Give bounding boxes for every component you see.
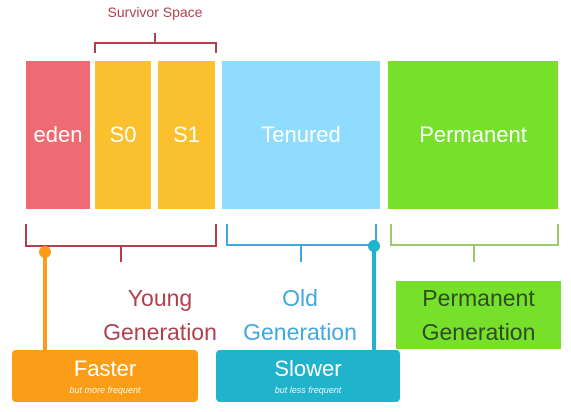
tenured-block: Tenured	[222, 61, 380, 209]
slower-title: Slower	[274, 356, 342, 381]
s1-block: S1	[158, 61, 215, 209]
permanent-line-2: Generation	[421, 319, 536, 345]
permanent-generation-label: Permanent Generation	[396, 281, 561, 349]
old-line-1: Old	[282, 285, 318, 311]
permanent-line-1: Permanent	[422, 285, 535, 311]
old-line-2: Generation	[243, 319, 357, 345]
tenured-label: Tenured	[261, 122, 341, 147]
s1-label: S1	[173, 122, 200, 147]
survivor-space-label: Survivor Space	[107, 4, 203, 20]
slower-box: Slower but less frequent	[216, 350, 400, 402]
young-bracket	[25, 224, 217, 262]
slower-dot	[368, 240, 380, 252]
faster-title: Faster	[73, 356, 137, 381]
old-bracket	[226, 224, 377, 262]
slower-subtitle: but less frequent	[274, 385, 342, 395]
permanent-bracket	[390, 224, 559, 262]
faster-box: Faster but more frequent	[12, 350, 198, 402]
s0-block: S0	[95, 61, 151, 209]
permanent-label: Permanent	[419, 122, 527, 147]
faster-subtitle: but more frequent	[69, 385, 141, 395]
young-line-2: Generation	[103, 319, 217, 345]
old-generation-label: Old Generation	[230, 281, 370, 349]
young-line-1: Young	[127, 285, 193, 311]
eden-block: eden	[26, 61, 90, 209]
survivor-bracket	[94, 33, 217, 53]
s0-label: S0	[109, 122, 137, 147]
permanent-block: Permanent	[388, 61, 558, 209]
faster-dot	[39, 246, 51, 258]
eden-label: eden	[33, 122, 83, 147]
young-generation-label: Young Generation	[60, 281, 260, 349]
